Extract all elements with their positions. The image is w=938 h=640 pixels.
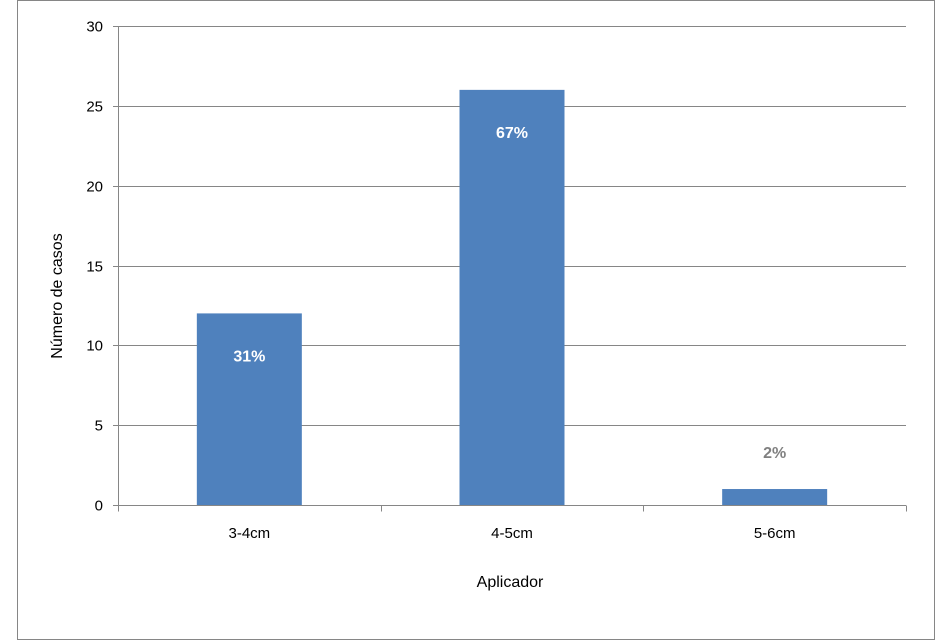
data-label-5-6cm: 2%	[763, 445, 786, 462]
axes	[113, 26, 907, 512]
data-labels: 31% 67% 2%	[233, 125, 786, 462]
x-axis-title: Aplicador	[477, 574, 544, 591]
y-tick-labels: 0 5 10 15 20 25 30	[86, 19, 103, 515]
data-label-3-4cm: 31%	[233, 348, 265, 365]
y-tick-label-5: 5	[95, 418, 103, 435]
y-tick-label-0: 0	[95, 498, 103, 515]
y-axis-title: Número de casos	[49, 233, 66, 358]
x-tick-labels: 3-4cm 4-5cm 5-6cm	[228, 525, 795, 542]
y-tick-label-20: 20	[86, 179, 103, 196]
y-tick-label-25: 25	[86, 99, 103, 116]
bar-chart: 0 5 10 15 20 25 30 3-4cm 4-5cm 5-6cm 31% 67% 2% Ap…	[49, 19, 907, 591]
y-tick-label-30: 30	[86, 19, 103, 36]
x-tick-label-5-6cm: 5-6cm	[754, 525, 796, 542]
bars	[196, 89, 828, 505]
y-tick-label-15: 15	[86, 259, 103, 276]
x-tick-label-4-5cm: 4-5cm	[491, 525, 533, 542]
bar-4-5cm	[459, 89, 565, 505]
bar-5-6cm	[722, 489, 828, 505]
y-tick-label-10: 10	[86, 338, 103, 355]
bar-3-4cm	[196, 313, 302, 505]
x-tick-label-3-4cm: 3-4cm	[228, 525, 270, 542]
data-label-4-5cm: 67%	[496, 125, 528, 142]
